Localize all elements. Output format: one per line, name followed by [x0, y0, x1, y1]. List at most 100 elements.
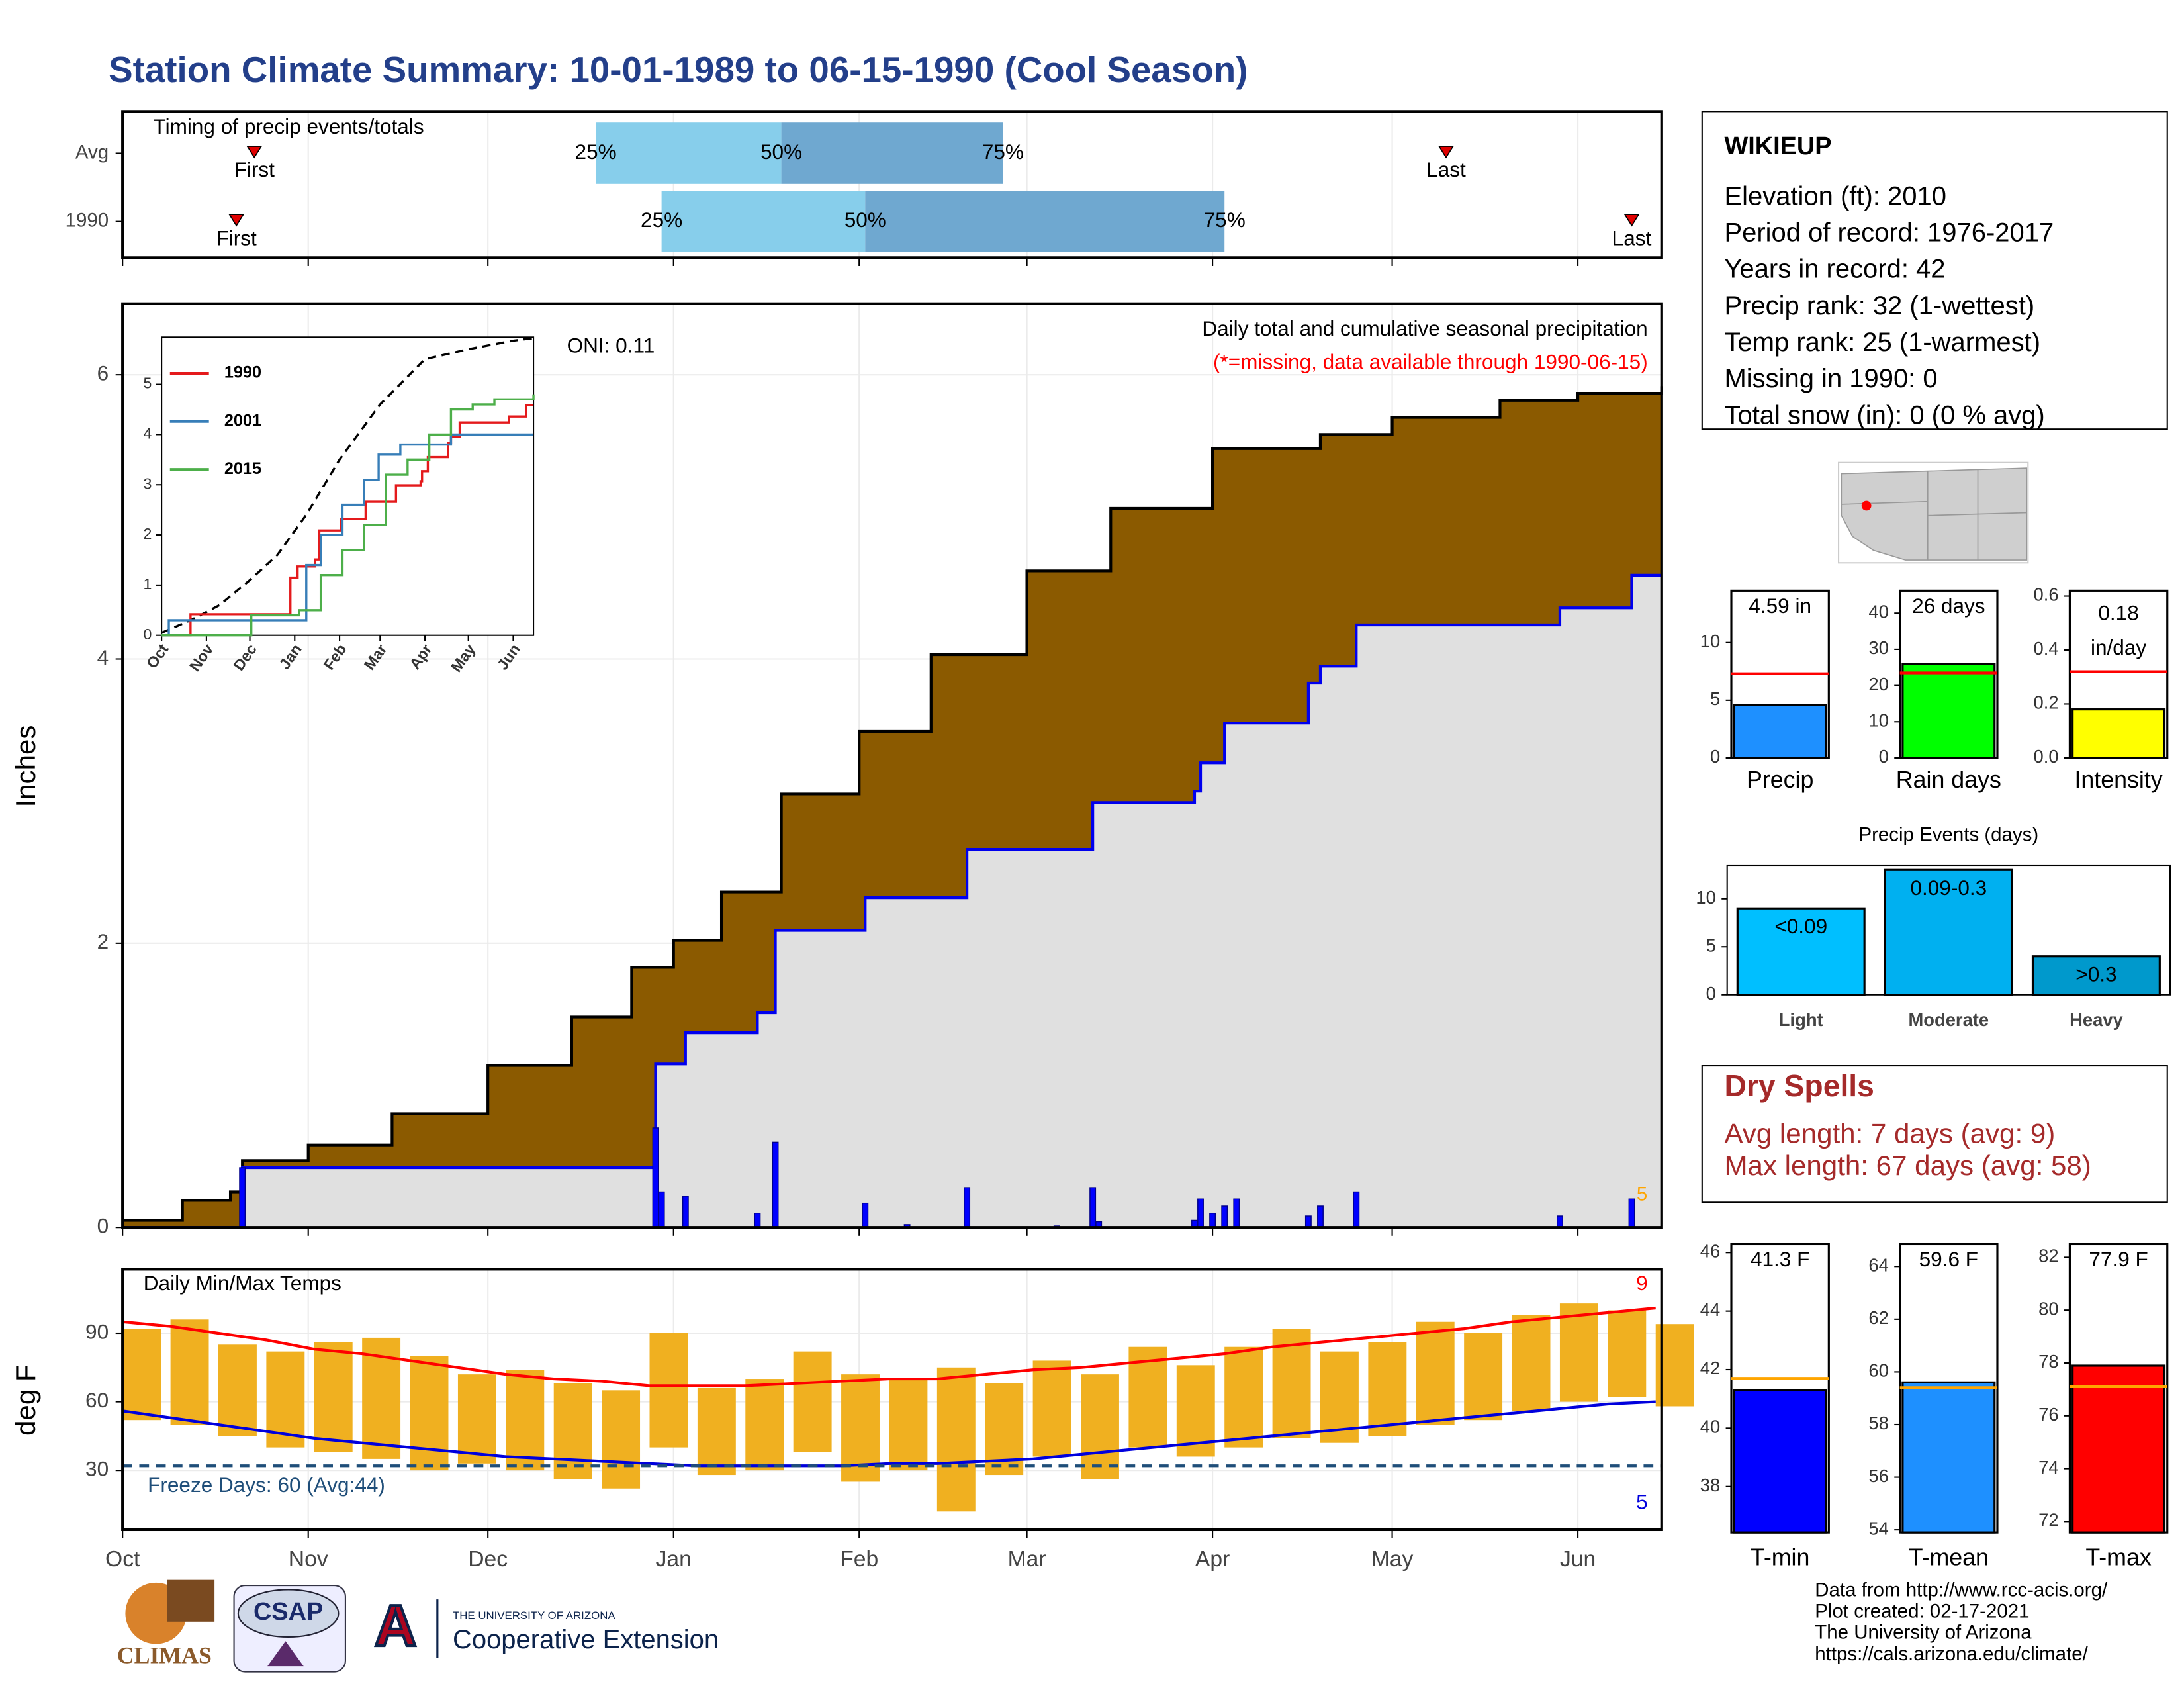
y-tick-label: 64	[1868, 1255, 1888, 1276]
temp-bar	[1559, 1303, 1598, 1402]
station-line: Missing in 1990: 0	[1724, 364, 1937, 393]
temp-bar	[1512, 1315, 1551, 1411]
panel-border	[121, 110, 1663, 259]
temp-bar	[314, 1342, 353, 1452]
y-tick-label: 1990	[66, 209, 109, 231]
y-tick-label: 0	[1706, 983, 1716, 1004]
dry-spells-title: Dry Spells	[1724, 1068, 1874, 1103]
panel-border	[121, 302, 1663, 1229]
x-tick-label: Jan	[656, 1547, 692, 1571]
average-line	[161, 337, 534, 634]
logo-a: A	[375, 1593, 417, 1658]
y-tick-label: 30	[85, 1456, 109, 1480]
timing-title: Timing of precip events/totals	[154, 115, 424, 138]
y-tick-label: 5	[1706, 935, 1716, 955]
first-marker	[246, 146, 263, 159]
y-tick-label: 6	[97, 361, 109, 385]
value-label: 26 days	[1912, 594, 1985, 618]
daily-bar	[1221, 1205, 1228, 1228]
y-tick-label: 60	[85, 1388, 109, 1412]
first-label: First	[234, 158, 275, 181]
avg-min-line	[122, 1400, 1656, 1468]
daily-bar	[772, 1141, 779, 1228]
x-tick-label: Heavy	[2070, 1009, 2123, 1030]
temp-bar	[1608, 1310, 1647, 1397]
temp-bar	[1368, 1342, 1407, 1436]
logo-csap: CSAP	[253, 1598, 323, 1626]
footer-line: The University of Arizona	[1815, 1622, 2032, 1644]
temp-bar	[1224, 1346, 1263, 1448]
value-label: 41.3 F	[1751, 1247, 1809, 1271]
last-marker	[1623, 214, 1640, 227]
y-tick-label: 62	[1868, 1307, 1888, 1328]
temp-bar	[745, 1379, 784, 1471]
percent-label: 50%	[844, 208, 886, 232]
bar-value-label: <0.09	[1774, 914, 1827, 938]
station-line: Total snow (in): 0 (0 % avg)	[1724, 400, 2044, 430]
x-tick-label: Dec	[468, 1547, 508, 1571]
y-tick-label: 20	[1868, 674, 1888, 694]
event-bar	[2031, 955, 2161, 996]
dry-spell-line: Max length: 67 days (avg: 58)	[1724, 1150, 2091, 1181]
gauge-label: T-max	[2085, 1544, 2151, 1571]
daily-bar	[862, 1202, 869, 1228]
value-label: 59.6 F	[1919, 1247, 1978, 1271]
value-label: 0.18	[2098, 600, 2138, 624]
late-bar	[781, 122, 1003, 184]
season-area	[122, 575, 1662, 1228]
daily-bar	[239, 1167, 246, 1228]
y-tick-label: 40	[1868, 602, 1888, 622]
daily-bar	[1557, 1215, 1563, 1228]
y-tick-label: 60	[1868, 1360, 1888, 1381]
y-axis-label: Inches	[10, 726, 41, 808]
early-bar	[596, 122, 782, 184]
x-tick-label: Oct	[105, 1547, 140, 1571]
footer-line: https://cals.arizona.edu/climate/	[1815, 1643, 2088, 1665]
late-bar	[865, 191, 1225, 252]
y-tick-label: 1	[144, 575, 152, 592]
y-tick-label: 90	[85, 1319, 109, 1343]
percent-label: 25%	[574, 140, 616, 164]
station-line: Years in record: 42	[1724, 255, 1945, 284]
gauge-label: Intensity	[2074, 767, 2162, 793]
bar-value-label: >0.3	[2075, 962, 2116, 986]
last-label: Last	[1426, 158, 1466, 181]
legend-label: 1990	[224, 363, 261, 382]
gauge-label: Rain days	[1896, 767, 2001, 793]
temps-title: Daily Min/Max Temps	[144, 1271, 341, 1295]
first-label: First	[216, 226, 257, 250]
bar-value-label: 0.09-0.3	[1910, 876, 1987, 900]
series-line	[161, 433, 534, 637]
y-tick-label: 0	[97, 1214, 109, 1238]
temp-bar	[1081, 1374, 1119, 1479]
last-marker	[1437, 146, 1455, 159]
inset-panel	[161, 336, 535, 636]
y-tick-label: 3	[144, 475, 152, 492]
first-marker	[228, 214, 245, 227]
value-label: 4.59 in	[1749, 594, 1811, 618]
temp-bar	[793, 1351, 832, 1452]
daily-bar	[1317, 1205, 1324, 1228]
y-tick-label: 78	[2038, 1351, 2058, 1372]
percent-label: 25%	[641, 208, 682, 232]
y-tick-label: 40	[1700, 1417, 1720, 1437]
y-tick-label: 76	[2038, 1404, 2058, 1425]
station-box	[1701, 111, 2168, 430]
station-line: Temp rank: 25 (1-warmest)	[1724, 328, 2040, 357]
temp-bar	[218, 1344, 257, 1436]
temp-bar	[697, 1387, 736, 1476]
y-tick-label: 30	[1868, 637, 1888, 658]
y-tick-label: 0	[144, 626, 152, 643]
logo-extension: Cooperative Extension	[453, 1625, 719, 1654]
y-tick-label: 80	[2038, 1298, 2058, 1319]
dry-spells-box	[1701, 1065, 2168, 1203]
y-tick-label: 10	[1696, 887, 1715, 908]
temp-bar	[122, 1329, 161, 1421]
y-tick-label: 54	[1868, 1518, 1888, 1538]
temp-bar	[1416, 1321, 1455, 1425]
y-tick-label: Avg	[75, 141, 109, 163]
early-bar	[661, 191, 866, 252]
logo-climas: CLIMAS	[117, 1642, 212, 1669]
temp-bar	[457, 1374, 496, 1464]
event-bar	[1884, 868, 2013, 996]
